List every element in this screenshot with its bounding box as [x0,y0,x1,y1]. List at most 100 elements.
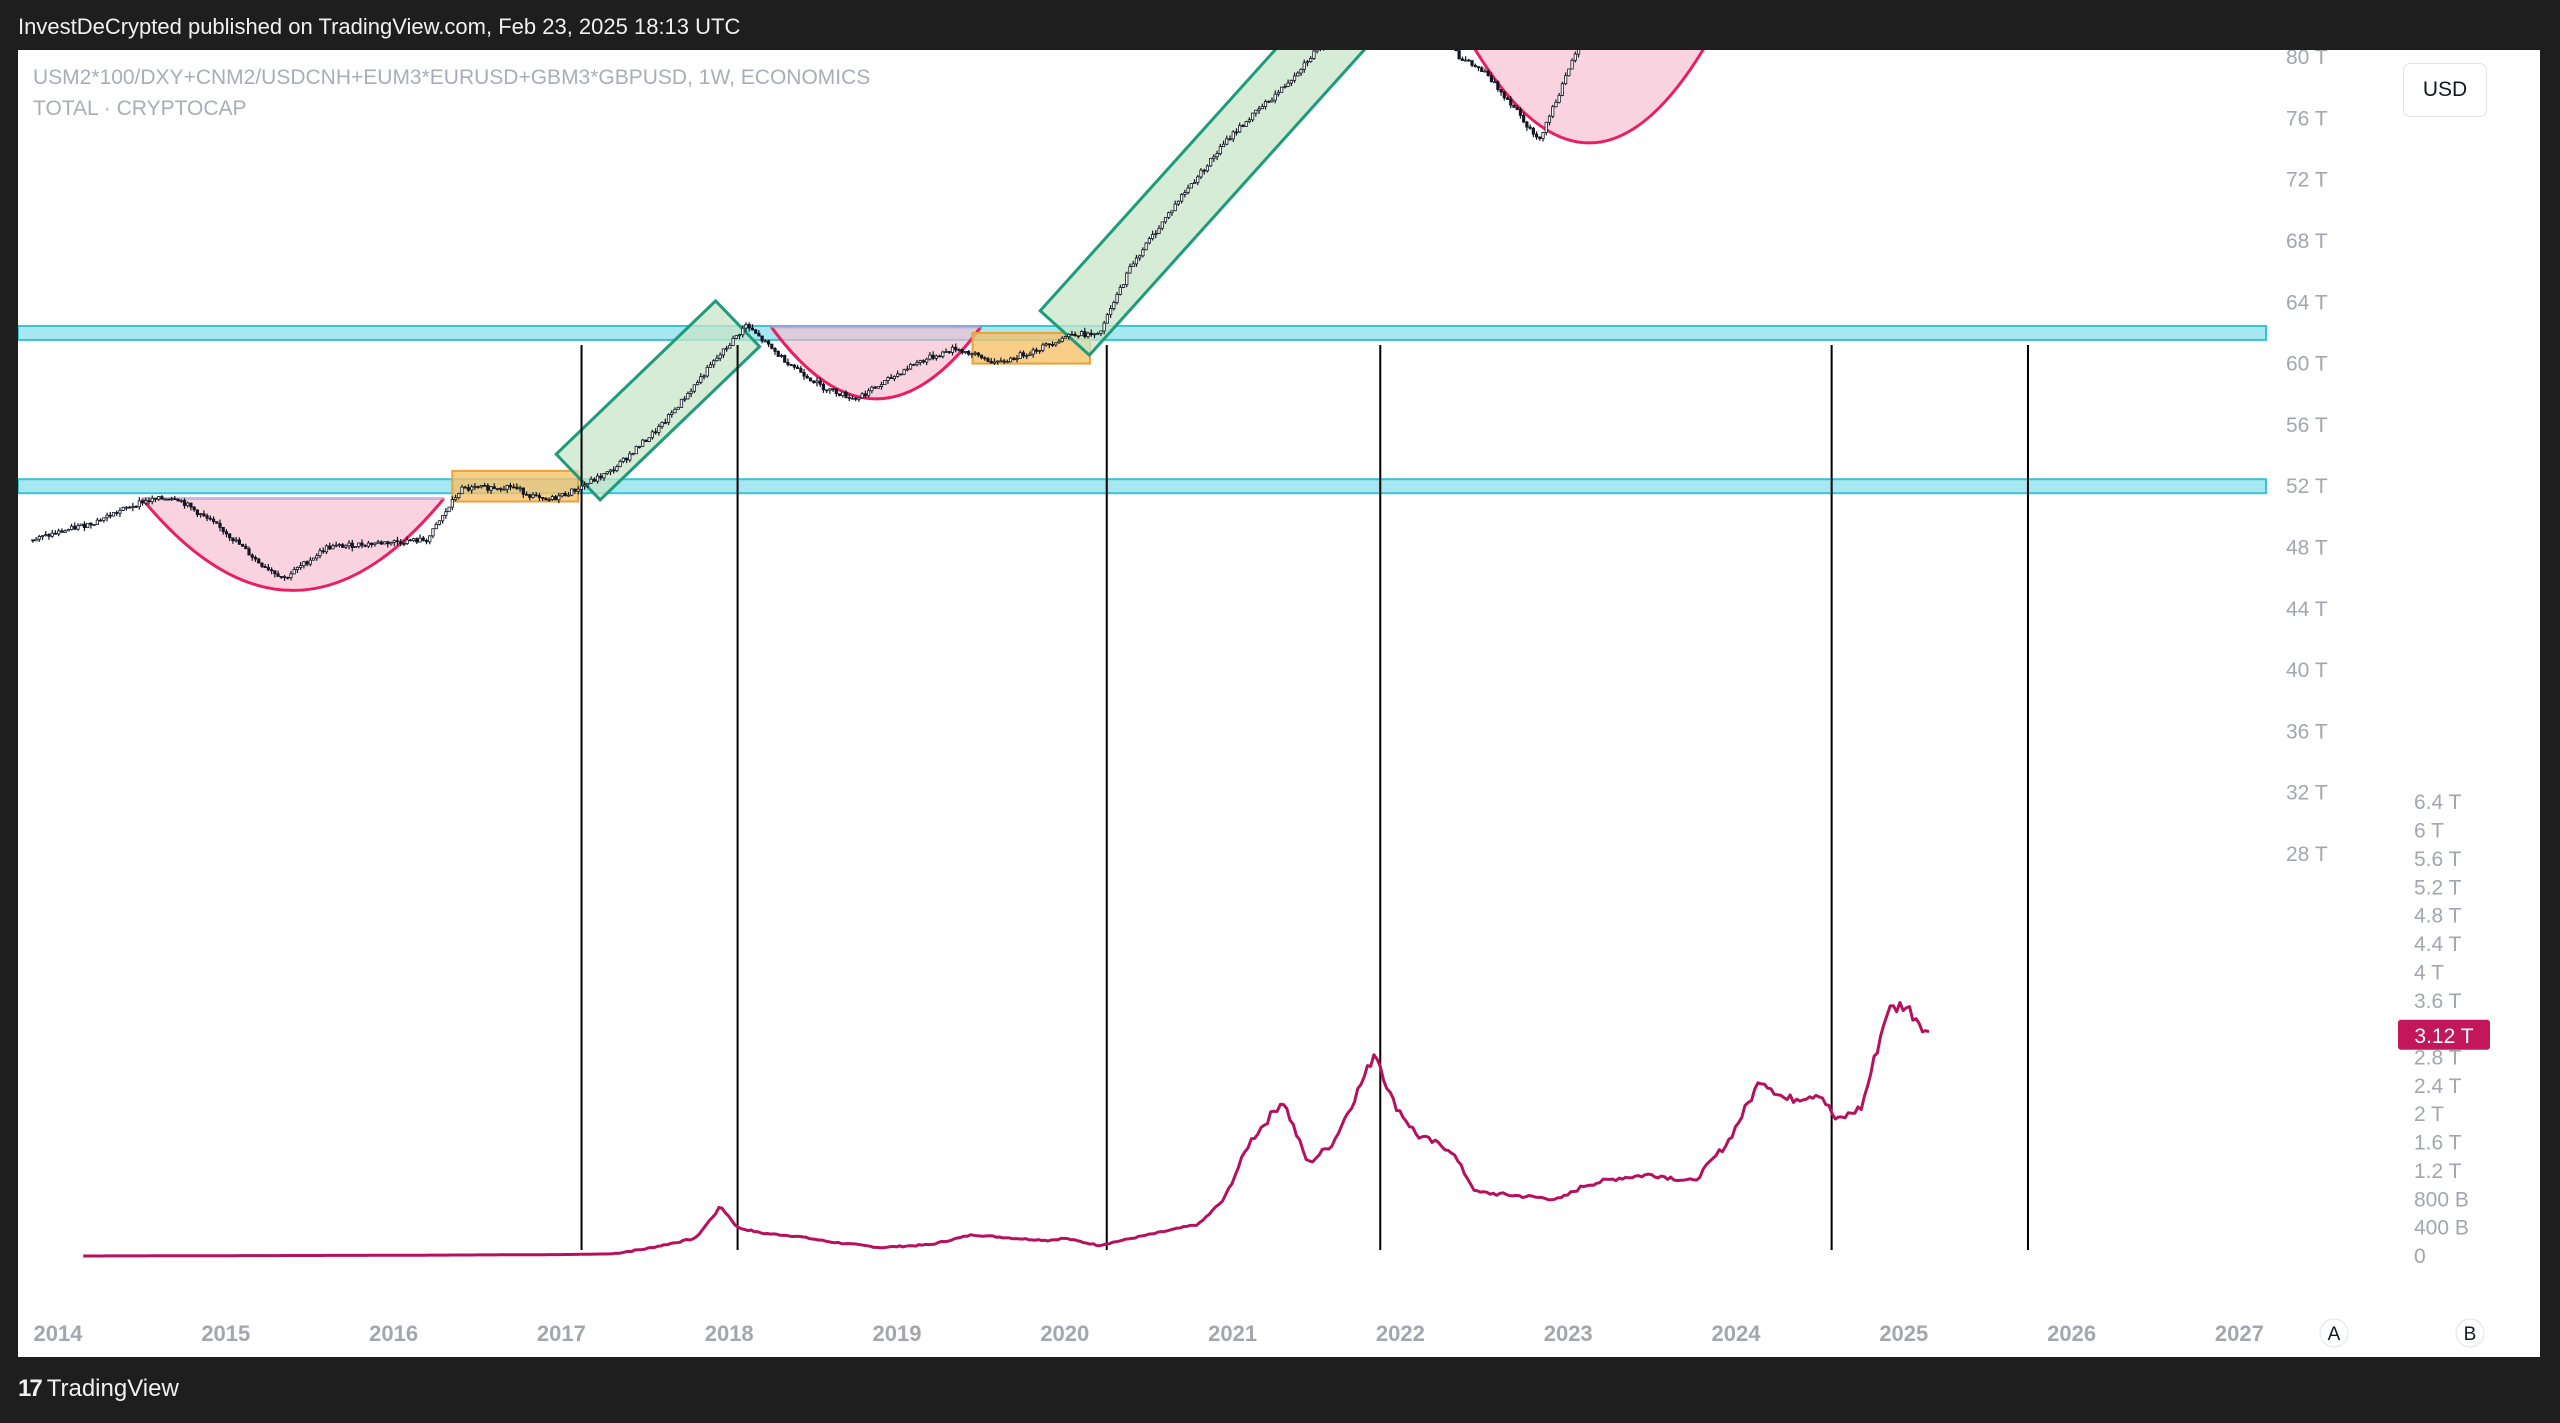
m2-candle-body [1241,125,1245,127]
m2-candle-body [821,383,826,391]
scale-button-label[interactable]: B [2464,1324,2477,1345]
m2-candle-body [1544,121,1548,133]
m2-candle-body [702,375,706,378]
m2-candle-body [657,426,661,433]
m2-candle-body [89,522,93,526]
m2-candle-body [1267,101,1271,103]
m2-candle-body [1031,349,1035,355]
m2-candle-body [324,545,329,553]
m2-candle-body [1473,64,1477,68]
m2-candle-body [1196,176,1200,183]
scale-button-a[interactable] [2319,1318,2349,1348]
m2-candle-body [69,525,74,530]
m2-candle-body [276,573,280,577]
left-axis-tick-label: 64 T [2286,291,2328,314]
tradingview-brand: TradingView [46,1375,179,1402]
m2-candle-body [1199,169,1203,178]
m2-candle-body [1554,101,1558,108]
m2-candle-body [466,487,471,491]
m2-candle-body [308,559,312,565]
m2-candle-body [1125,272,1129,286]
m2-candle-body [421,537,425,541]
m2-candle-body [686,393,690,400]
m2-candle-body [231,537,235,542]
m2-candle-body [334,544,338,547]
right-axis-tick-label: 400 B [2414,1217,2469,1240]
right-axis-tick-label: 1.2 T [2414,1160,2462,1183]
m2-candle-body [253,556,258,560]
m2-candle-body [373,542,377,545]
currency-button[interactable]: USD [2404,64,2486,116]
m2-candle-body [1560,83,1564,96]
m2-candle-body [528,494,532,498]
scale-button-b[interactable] [2455,1318,2485,1348]
m2-candle-body [1509,99,1513,106]
m2-candle-body [1463,59,1468,62]
m2-candle-body [576,488,580,492]
chart-panel[interactable]: 2014 2015 2016 2017 2018 2019 2020 2021 2022 2023… [18,50,2540,1357]
m2-candle-body [854,397,858,400]
m2-candle-body [131,505,135,509]
m2-candle-body [1564,75,1568,85]
m2-candle-body [541,497,545,499]
tradingview-logo[interactable]: 17 TradingView [18,1375,179,1403]
scale-button-label[interactable]: A [2328,1324,2341,1345]
m2-candle-body [644,439,648,442]
m2-candle-body [418,537,422,543]
m2-candle-body [205,515,209,519]
m2-candle-body [605,471,609,474]
m2-candle-body [918,360,922,363]
m2-candle-body [192,506,196,511]
legend-m2[interactable]: USM2*100/DXY+CNM2/USDCNH+EUM3*EURUSD+GBM… [33,66,871,89]
m2-candle-body [1028,353,1032,356]
cycle-lines [580,345,2029,1250]
m2-candle-body [431,528,435,537]
m2-candle-body [134,505,138,508]
m2-candle-body [482,484,487,487]
total-series [83,1001,1930,1258]
m2-candle-body [1202,169,1206,172]
m2-candle-body [921,360,926,363]
m2-candle-body [1189,183,1193,189]
m2-candle-body [1276,91,1281,95]
left-axis-tick-label: 68 T [2286,230,2328,253]
x-axis-year-label: 2027 [2215,1321,2264,1346]
m2-candle-body [379,541,383,545]
m2-candle-body [424,540,429,543]
m2-candle-body [618,461,622,468]
m2-candle-body [524,493,529,496]
m2-candle-body [734,335,738,339]
m2-candle-body [1086,332,1090,338]
left-axis-tick-label: 56 T [2286,414,2328,437]
m2-candle-body [744,324,748,329]
m2-candle-body [1263,101,1268,107]
m2-candle-body [650,431,654,439]
m2-candle-body [1021,352,1026,357]
m2-candle-body [357,542,361,547]
m2-candle-body [1157,227,1161,234]
m2-candle-body [1460,58,1464,61]
m2-candle-body [786,361,790,365]
cup-fill [1475,50,1703,143]
m2-candle-body [476,486,480,488]
m2-candle-body [718,354,722,359]
m2-candle-body [1076,335,1080,338]
m2-candle-body [1109,308,1113,316]
m2-candle-body [699,376,703,383]
m2-candle-body [1209,157,1213,167]
m2-candle-body [583,484,587,487]
x-axis-year-label: 2016 [369,1321,418,1346]
m2-candle-body [434,524,438,530]
legend-total[interactable]: TOTAL · CRYPTOCAP [33,97,247,120]
m2-candle-body [37,536,41,540]
m2-candle-body [495,488,500,490]
chart-svg[interactable]: 2014 2015 2016 2017 2018 2019 2020 2021 2022 2023… [18,50,2540,1357]
m2-candle-body [76,525,80,530]
m2-candle-body [186,502,190,506]
right-axis-tick-label: 3.6 T [2414,990,2462,1013]
m2-candle-body [1073,333,1077,337]
m2-candle-body [805,375,809,379]
x-axis-year-label: 2014 [34,1321,84,1346]
x-axis-year-label: 2021 [1208,1321,1257,1346]
m2-candle-body [766,340,771,345]
